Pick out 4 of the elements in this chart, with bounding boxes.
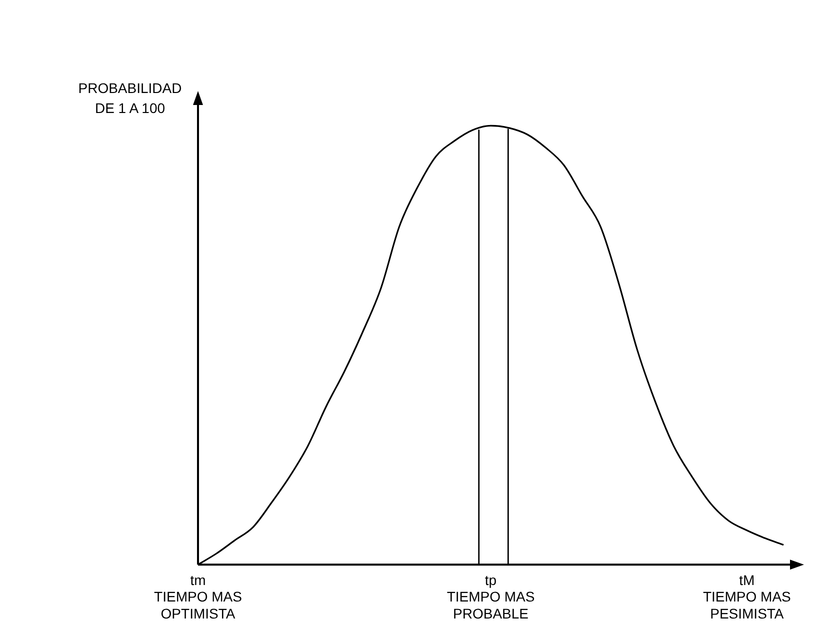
x-tick-label: tM TIEMPO MAS PESIMISTA [702, 572, 791, 622]
y-axis-title: PROBABILIDAD DE 1 A 100 [77, 79, 183, 118]
x-tick-label: tp TIEMPO MAS PROBABLE [446, 572, 535, 622]
x-tick-label: tm TIEMPO MAS OPTIMISTA [154, 572, 242, 622]
